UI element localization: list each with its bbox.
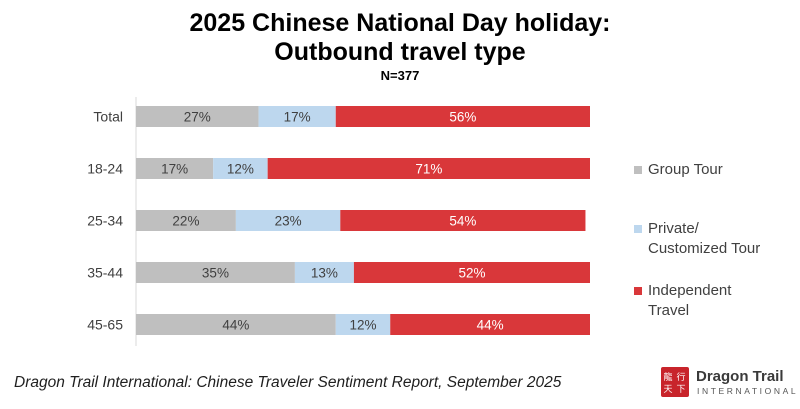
bar-segment: [235, 210, 341, 231]
bar-segment: [213, 158, 268, 179]
category-label: Total: [93, 109, 123, 125]
source-footer: Dragon Trail International: Chinese Trav…: [14, 374, 562, 391]
logo-name: Dragon Trail: [696, 368, 784, 385]
data-label: 56%: [449, 110, 476, 125]
data-label: 23%: [275, 214, 302, 229]
bar-segment: [136, 262, 295, 283]
data-label: 52%: [458, 266, 485, 281]
chart-title-line-1: 2025 Chinese National Day holiday:: [189, 9, 611, 37]
dragon-seal-icon: 龍 行 天 下: [661, 367, 689, 397]
data-label: 35%: [202, 266, 229, 281]
svg-text:行: 行: [676, 371, 685, 383]
bar-segment: [340, 210, 586, 231]
category-label: 25-34: [87, 213, 123, 229]
data-label: 13%: [311, 266, 338, 281]
data-label: 71%: [415, 162, 442, 177]
svg-text:天: 天: [663, 385, 672, 395]
bar-segment: [136, 314, 336, 335]
bar-segment: [353, 262, 590, 283]
data-label: 44%: [477, 318, 504, 333]
category-label: 45-65: [87, 317, 123, 333]
bar-segment: [136, 210, 236, 231]
bar-segment: [267, 158, 590, 179]
data-label: 12%: [349, 318, 376, 333]
legend-swatch-group-tour: [634, 166, 642, 174]
data-label: 27%: [184, 110, 211, 125]
legend-label-independent-line1: Independent: [648, 282, 732, 299]
legend-swatch-private-tour: [634, 225, 642, 233]
bar-segment: [136, 106, 259, 127]
svg-text:下: 下: [676, 385, 685, 395]
dragon-trail-logo: 龍 行 天 下 Dragon Trail INTERNATIONAL: [660, 366, 800, 402]
category-label: 35-44: [87, 265, 123, 281]
bar-segment: [335, 106, 590, 127]
legend-label-private-tour-line2: Customized Tour: [648, 240, 761, 257]
bar-segment: [136, 158, 214, 179]
legend-swatch-independent: [634, 287, 642, 295]
legend-label-independent-line2: Travel: [648, 302, 690, 319]
data-label: 54%: [449, 214, 476, 229]
data-label: 12%: [227, 162, 254, 177]
logo-subtitle: INTERNATIONAL: [697, 386, 799, 396]
legend-label-private-tour-line1: Private/: [648, 220, 699, 237]
bar-segment: [294, 262, 354, 283]
bar-chart: Total 27% 17% 56% 18-24 17% 12% 71% 25-34 22% 23% 5…: [87, 97, 590, 346]
data-label: 44%: [222, 318, 249, 333]
bar-segment: [390, 314, 590, 335]
svg-text:龍: 龍: [663, 371, 672, 383]
bar-segment: [258, 106, 336, 127]
chart-subtitle: N=377: [380, 68, 420, 83]
legend-label-group-tour: Group Tour: [648, 161, 723, 178]
chart-title-line-2: Outbound travel type: [274, 38, 526, 66]
data-label: 17%: [161, 162, 188, 177]
category-label: 18-24: [87, 161, 123, 177]
bar-segment: [335, 314, 391, 335]
data-label: 22%: [172, 214, 199, 229]
data-label: 17%: [284, 110, 311, 125]
